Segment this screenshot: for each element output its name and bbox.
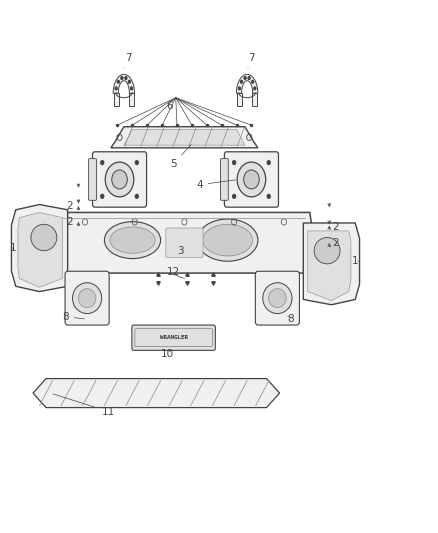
Text: 8: 8: [62, 312, 85, 321]
Text: 7: 7: [248, 53, 255, 69]
FancyBboxPatch shape: [255, 271, 300, 325]
Polygon shape: [111, 127, 258, 148]
Circle shape: [237, 162, 266, 197]
Polygon shape: [128, 93, 134, 106]
Circle shape: [100, 160, 104, 165]
Circle shape: [232, 193, 236, 199]
FancyBboxPatch shape: [88, 159, 96, 200]
Circle shape: [267, 160, 271, 165]
Ellipse shape: [314, 238, 340, 264]
Polygon shape: [11, 205, 67, 292]
Text: 4: 4: [196, 180, 236, 190]
FancyBboxPatch shape: [92, 152, 147, 207]
Circle shape: [244, 170, 259, 189]
Text: 12: 12: [167, 267, 180, 277]
Circle shape: [244, 76, 247, 80]
Polygon shape: [237, 75, 258, 93]
Circle shape: [232, 160, 236, 165]
Polygon shape: [304, 223, 360, 305]
Polygon shape: [114, 93, 119, 106]
Ellipse shape: [73, 282, 102, 313]
Ellipse shape: [104, 222, 161, 259]
Ellipse shape: [78, 289, 96, 308]
Text: 3: 3: [177, 246, 184, 256]
Polygon shape: [124, 130, 245, 145]
Circle shape: [128, 80, 131, 84]
Circle shape: [247, 76, 251, 80]
Text: 10: 10: [161, 349, 174, 359]
Circle shape: [112, 170, 127, 189]
Ellipse shape: [31, 224, 57, 251]
Text: 2: 2: [332, 238, 339, 248]
Polygon shape: [18, 213, 63, 287]
Circle shape: [117, 80, 120, 84]
FancyBboxPatch shape: [65, 271, 109, 325]
Circle shape: [267, 193, 271, 199]
Text: 8: 8: [287, 314, 293, 324]
Circle shape: [105, 162, 134, 197]
Text: 2: 2: [332, 222, 339, 232]
FancyBboxPatch shape: [224, 152, 279, 207]
Polygon shape: [252, 93, 257, 106]
Polygon shape: [55, 213, 314, 273]
Text: 1: 1: [10, 243, 17, 253]
Polygon shape: [237, 93, 243, 106]
FancyBboxPatch shape: [132, 325, 215, 350]
Circle shape: [251, 80, 254, 84]
Ellipse shape: [263, 282, 292, 313]
Ellipse shape: [203, 224, 253, 256]
Text: 1: 1: [352, 256, 360, 266]
Circle shape: [134, 160, 139, 165]
Circle shape: [114, 86, 118, 91]
Text: 2: 2: [67, 201, 73, 211]
Text: 5: 5: [170, 144, 191, 168]
Text: 7: 7: [125, 53, 131, 69]
Circle shape: [238, 86, 241, 91]
Polygon shape: [113, 75, 134, 93]
Circle shape: [120, 76, 124, 80]
Ellipse shape: [110, 227, 155, 253]
Circle shape: [134, 193, 139, 199]
Polygon shape: [33, 378, 279, 408]
Text: 2: 2: [67, 217, 73, 227]
Ellipse shape: [198, 219, 258, 261]
Ellipse shape: [268, 289, 286, 308]
Circle shape: [130, 86, 133, 91]
Circle shape: [124, 76, 127, 80]
Text: 6: 6: [166, 101, 173, 111]
Circle shape: [240, 80, 243, 84]
Circle shape: [100, 193, 104, 199]
Circle shape: [253, 86, 257, 91]
Text: 11: 11: [53, 394, 115, 417]
FancyBboxPatch shape: [220, 159, 228, 200]
Polygon shape: [307, 231, 351, 301]
Text: WRANGLER: WRANGLER: [159, 335, 187, 340]
FancyBboxPatch shape: [166, 228, 203, 257]
